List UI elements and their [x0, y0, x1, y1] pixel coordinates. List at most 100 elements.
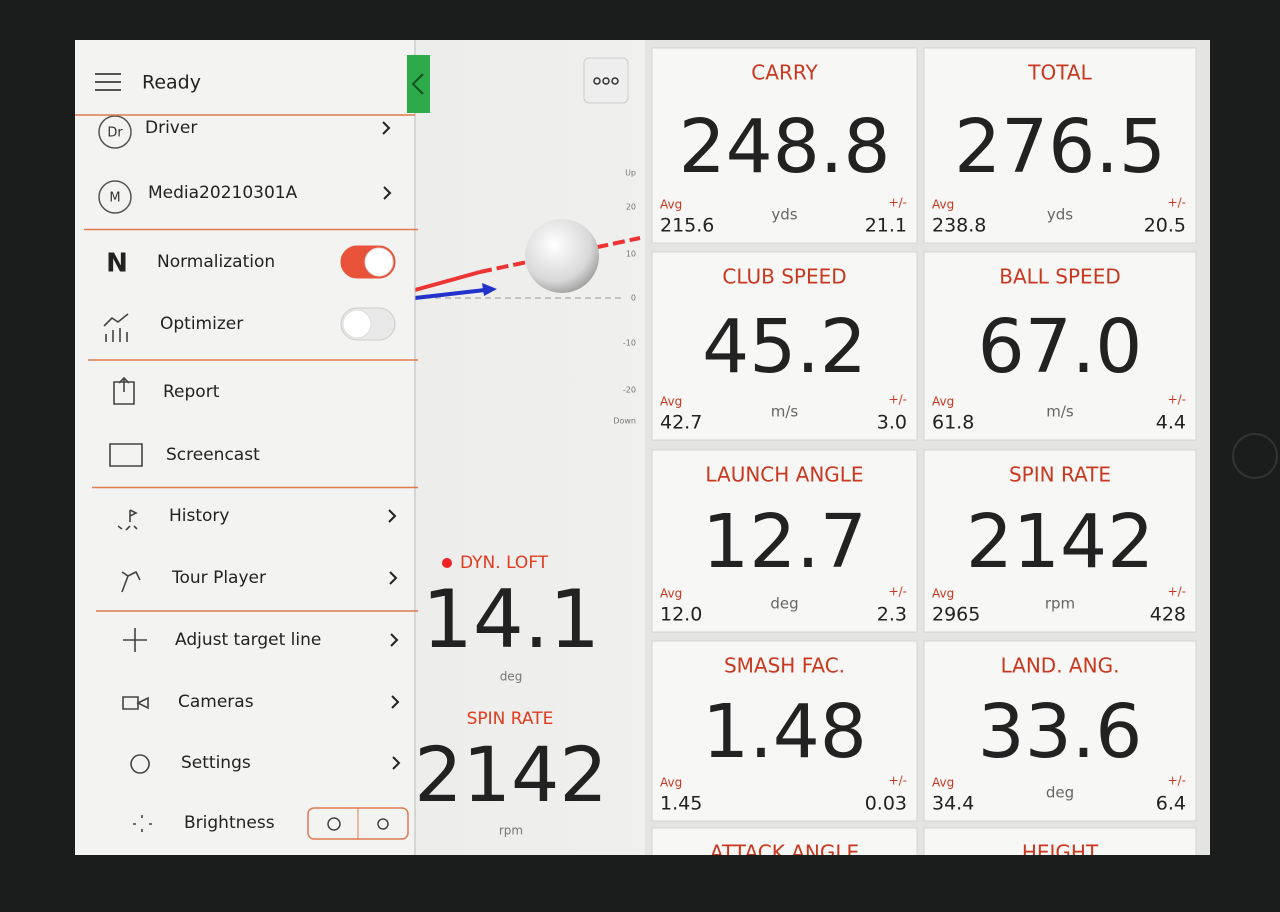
menu-item[interactable]: Settings	[130, 753, 401, 774]
metric-tile: CLUB SPEED 45.2 Avg 42.7 m/s +/- 3.0	[651, 251, 918, 441]
menu-item[interactable]: Brightness	[133, 813, 275, 833]
tile-bg	[651, 640, 918, 822]
pm-label: +/-	[1168, 196, 1186, 210]
menu-item[interactable]: Report	[113, 376, 220, 405]
sun-icon	[377, 818, 389, 830]
axis-label: Up	[625, 169, 636, 178]
menu-item[interactable]: Cameras	[122, 692, 400, 712]
tile-bg	[651, 827, 918, 855]
club-path	[414, 270, 481, 292]
pm-value: 428	[1150, 604, 1186, 626]
menu-label: Brightness	[184, 813, 275, 833]
tile-unit: deg	[1046, 784, 1074, 802]
menu-icon	[122, 696, 149, 710]
tile-bg	[923, 449, 1197, 633]
tile-unit: m/s	[1046, 403, 1074, 421]
hamburger[interactable]	[95, 73, 121, 91]
axis-label: 20	[626, 203, 636, 212]
live-value: 14.1	[422, 573, 600, 666]
menu-icon	[130, 754, 150, 774]
chevron	[391, 695, 400, 709]
tile-unit: yds	[1047, 206, 1073, 224]
tile-bg	[923, 640, 1197, 822]
brightness-control[interactable]	[307, 807, 409, 840]
avg-label: Avg	[932, 395, 954, 409]
tile-title: LAND. ANG.	[1001, 654, 1120, 678]
tile-bg	[923, 827, 1197, 855]
pm-value: 3.0	[877, 412, 907, 434]
axis-label: 10	[626, 250, 636, 259]
chevron	[382, 121, 391, 135]
avg-value: 12.0	[660, 604, 702, 626]
metric-tile: BALL SPEED 67.0 Avg 61.8 m/s +/- 4.4	[923, 251, 1197, 441]
tile-title: SMASH FAC.	[724, 654, 845, 678]
metric-tile: LAND. ANG. 33.6 Avg 34.4 deg +/- 6.4	[923, 640, 1197, 822]
avg-label: Avg	[660, 395, 682, 409]
pm-value: 4.4	[1156, 412, 1186, 434]
collapse-tab[interactable]	[407, 55, 430, 113]
screen: Ready Dr Driver M Media20210301A N Normalizat…	[75, 40, 1210, 855]
tile-title: CARRY	[751, 61, 818, 85]
tile-bg	[923, 251, 1197, 441]
sun-icon	[327, 817, 341, 831]
pm-value: 0.03	[865, 793, 907, 815]
badge-text: Dr	[107, 126, 123, 141]
toggle-knob	[364, 247, 394, 277]
menu-label: Screencast	[166, 445, 260, 465]
avg-value: 61.8	[932, 412, 974, 434]
pm-value: 2.3	[877, 604, 907, 626]
menu-icon	[117, 509, 138, 531]
menu-label: Optimizer	[160, 314, 243, 334]
menu-item[interactable]: N Normalization	[106, 245, 396, 279]
tile-value: 67.0	[978, 304, 1143, 390]
launch-line	[479, 236, 641, 274]
avg-value: 1.45	[660, 793, 702, 815]
avg-value: 42.7	[660, 412, 702, 434]
badge-circle	[98, 180, 132, 214]
chevron	[383, 186, 392, 200]
metric-tile: SPIN RATE 2142 Avg 2965 rpm +/- 428	[923, 449, 1197, 633]
menu-icon	[121, 570, 141, 593]
menu-label: Cameras	[178, 692, 254, 712]
menu-item[interactable]: History	[117, 506, 397, 531]
chevron	[389, 571, 398, 585]
menu-item[interactable]: Screencast	[109, 443, 260, 467]
badge-text: M	[109, 191, 120, 206]
menu-label: History	[169, 506, 229, 526]
menu-item[interactable]: Optimizer	[103, 307, 396, 342]
badge-circle	[98, 115, 132, 149]
home-button	[1232, 433, 1278, 479]
pm-label: +/-	[889, 393, 907, 407]
menu-label: Report	[163, 382, 220, 402]
avg-label: Avg	[660, 587, 682, 601]
tile-title: BALL SPEED	[999, 265, 1120, 289]
axis-label: 0	[631, 294, 636, 303]
pm-label: +/-	[1168, 774, 1186, 788]
menu-icon	[113, 376, 135, 405]
menu-item[interactable]: Adjust target line	[123, 628, 399, 652]
menu-item[interactable]: Tour Player	[121, 568, 398, 593]
tile-value: 248.8	[679, 104, 891, 190]
metric-tile: LAUNCH ANGLE 12.7 Avg 12.0 deg +/- 2.3	[651, 449, 918, 633]
metric-tile: ATTACK ANGLE	[651, 827, 918, 855]
tile-bg	[651, 251, 918, 441]
face-line	[414, 288, 486, 300]
tile-value: 2142	[966, 499, 1154, 585]
axis-label: Down	[613, 417, 636, 426]
avg-label: Avg	[660, 776, 682, 790]
live-title: DYN. LOFT	[460, 553, 549, 573]
menu-item[interactable]: Dr Driver	[98, 115, 391, 149]
pm-label: +/-	[889, 774, 907, 788]
pm-value: 20.5	[1144, 215, 1186, 237]
axis-label: -20	[623, 386, 636, 395]
live-value: 2142	[414, 730, 607, 819]
pm-label: +/-	[889, 196, 907, 210]
avg-label: Avg	[932, 776, 954, 790]
menu-item[interactable]: M Media20210301A	[98, 180, 392, 214]
tile-title: SPIN RATE	[1009, 463, 1111, 487]
more-button[interactable]	[583, 57, 629, 104]
toggle-knob	[342, 309, 372, 339]
menu-icon	[123, 628, 147, 652]
tile-bg	[923, 47, 1197, 244]
